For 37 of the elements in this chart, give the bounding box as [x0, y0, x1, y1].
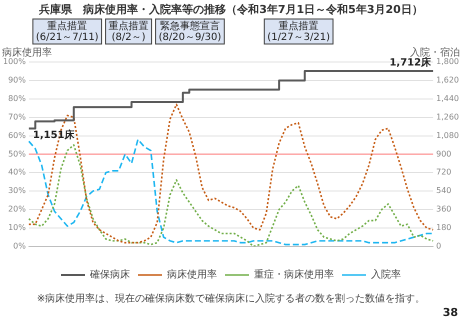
data-label: 1,712床 [389, 56, 432, 69]
y-tick-label: 90% [8, 76, 26, 85]
legend-label: 病床使用率 [167, 268, 217, 281]
y-tick-label: 70% [8, 112, 26, 122]
chart-title: 兵庫県 病床使用率・入院率等の推移（令和3年7月1日～令和5年3月20日） [38, 2, 423, 16]
text: 緊急事態宣言 (8/20～9/30) [158, 20, 222, 44]
y2-tick-label: 900 [436, 149, 452, 158]
y2-tick-label: 0 [436, 241, 442, 250]
y2-tick-label: 1,080 [436, 130, 460, 140]
data-label: 1,151床 [32, 129, 76, 142]
y2-tick-label: 360 [436, 204, 452, 214]
y-tick-label: 60% [8, 130, 26, 140]
y-tick-label: 40% [8, 168, 26, 177]
legend-label: 確保病床 [89, 268, 130, 281]
line-series [28, 104, 434, 244]
y2-tick-label: 1,260 [436, 112, 460, 122]
y-tick-label: 80% [8, 94, 26, 103]
y-axis-title: 病床使用率 [2, 46, 52, 59]
y2-tick-label: 1,800 [436, 57, 460, 66]
y-tick-label: 20% [8, 204, 26, 214]
legend-label: 入院率 [371, 268, 401, 281]
y2-tick-label: 540 [436, 186, 452, 196]
y-tick-label: 0% [13, 241, 26, 250]
text: 38 [442, 306, 458, 319]
text: 重点措置 (6/21～7/11) [36, 20, 99, 44]
y-tick-label: 30% [8, 186, 26, 196]
y2-tick-label: 180 [436, 223, 452, 232]
legend-label: 重症・病床使用率 [254, 268, 334, 281]
text: 重点措置 (1/27～3/21) [267, 20, 330, 44]
y2-tick-label: 1,440 [436, 94, 460, 103]
y-tick-label: 10% [8, 223, 26, 232]
y2-tick-label: 720 [436, 168, 452, 177]
text: 重点措置 (8/2～) [108, 20, 149, 44]
y-tick-label: 100% [2, 57, 26, 66]
text: ※病床使用率は、現在の確保病床数で確保病床に入院する者の数を割った数値を指す。 [36, 292, 426, 305]
y-tick-label: 50% [8, 149, 26, 158]
y2-tick-label: 1,620 [436, 76, 460, 85]
